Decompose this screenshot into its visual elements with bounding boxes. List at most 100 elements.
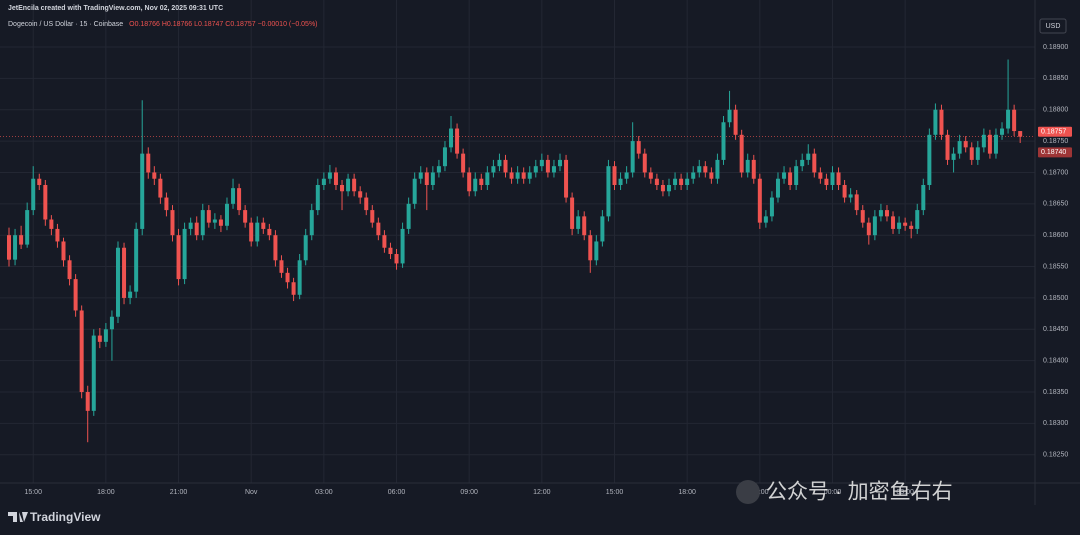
candle-body	[933, 109, 938, 135]
candle-body	[231, 188, 236, 204]
candle-body	[376, 222, 381, 236]
candle-body	[279, 260, 284, 273]
candle-body	[582, 216, 587, 236]
candle-body	[806, 153, 811, 160]
x-tick-label: 21:00	[170, 489, 188, 496]
author-line: JetEncila created with TradingView.com, …	[8, 5, 223, 12]
candle-body	[37, 178, 42, 185]
candle-body	[7, 235, 11, 260]
candle-body	[212, 219, 217, 223]
candle-body	[436, 166, 441, 173]
candle-body	[794, 166, 799, 185]
candle-body	[43, 184, 48, 220]
candle-body	[140, 153, 145, 229]
candle-body	[709, 172, 714, 179]
candle-body	[733, 109, 738, 135]
candle-body	[85, 392, 90, 411]
candle-body	[636, 141, 641, 154]
watermark-icon	[736, 480, 760, 504]
candle-body	[903, 222, 908, 226]
candle-body	[969, 147, 974, 160]
candle-body	[539, 159, 544, 167]
y-tick-label: 0.18800	[1043, 107, 1068, 114]
y-tick-label: 0.18750	[1043, 138, 1068, 145]
candle-body	[545, 159, 550, 173]
candle-body	[243, 210, 248, 223]
candle-body	[461, 153, 466, 173]
symbol-title: Dogecoin / US Dollar · 15 · Coinbase	[8, 21, 123, 28]
x-tick-label: Nov	[245, 489, 258, 496]
y-tick-label: 0.18850	[1043, 75, 1068, 82]
candle-body	[909, 225, 914, 229]
candle-body	[128, 291, 133, 298]
candle-body	[49, 219, 54, 229]
candle-body	[224, 203, 229, 226]
candle-body	[218, 219, 223, 226]
legend: Dogecoin / US Dollar · 15 · Coinbase O0.…	[8, 21, 318, 28]
x-tick-label: 18:00	[97, 489, 115, 496]
candle-body	[467, 172, 472, 192]
candle-body	[315, 184, 320, 211]
candle-body	[491, 166, 496, 173]
candle-body	[346, 178, 351, 192]
candle-body	[194, 222, 199, 236]
y-tick-label: 0.18900	[1043, 44, 1068, 51]
candle-body	[200, 210, 205, 236]
candle-body	[509, 172, 514, 179]
candle-body	[606, 166, 611, 217]
candle-body	[812, 153, 817, 173]
price-label: 0.18740	[1041, 149, 1066, 156]
candle-body	[588, 235, 593, 261]
candle-body	[291, 282, 296, 295]
candle-body	[364, 197, 369, 211]
candle-body	[255, 222, 260, 242]
candle-body	[739, 134, 744, 173]
candle-body	[321, 178, 326, 185]
candle-body	[485, 172, 490, 185]
candle-body	[297, 260, 302, 295]
candle-body	[673, 178, 678, 185]
candle-body	[612, 166, 617, 185]
brand: TradingView	[30, 510, 101, 524]
y-tick-label: 0.18250	[1043, 452, 1068, 459]
logo-icon	[8, 512, 28, 522]
candle-body	[1018, 131, 1023, 137]
candle-body	[249, 222, 254, 242]
candle-body	[424, 172, 429, 185]
candle-body	[170, 210, 175, 236]
candle-body	[927, 134, 932, 185]
candle-body	[418, 172, 423, 179]
candle-body	[993, 134, 998, 154]
candle-body	[854, 194, 859, 211]
candle-body	[152, 172, 157, 179]
candle-body	[721, 122, 726, 160]
price-label: 0.18757	[1041, 129, 1066, 136]
candle-body	[975, 147, 980, 160]
candle-body	[685, 178, 690, 185]
candle-body	[122, 247, 127, 298]
brand-logo: TradingView	[8, 510, 101, 524]
candle-body	[558, 159, 563, 167]
candle-body	[842, 184, 847, 198]
candle-body	[648, 172, 653, 179]
candle-body	[134, 228, 139, 292]
candle-body	[442, 147, 447, 167]
candle-body	[945, 134, 950, 160]
candle-body	[158, 178, 163, 198]
candle-body	[715, 159, 720, 179]
candle-body	[660, 184, 665, 192]
x-tick-label: 00:00	[824, 489, 842, 496]
candle-body	[987, 134, 992, 154]
candle-body	[564, 159, 569, 198]
y-tick-label: 0.18600	[1043, 232, 1068, 239]
candle-body	[182, 228, 187, 280]
candle-body	[333, 172, 338, 185]
y-tick-label: 0.18700	[1043, 169, 1068, 176]
candle-body	[1000, 128, 1005, 135]
candle-body	[800, 159, 805, 167]
candle-body	[866, 222, 871, 236]
candle-body	[327, 172, 332, 179]
x-tick-label: 06:00	[388, 489, 406, 496]
candle-body	[237, 188, 242, 211]
